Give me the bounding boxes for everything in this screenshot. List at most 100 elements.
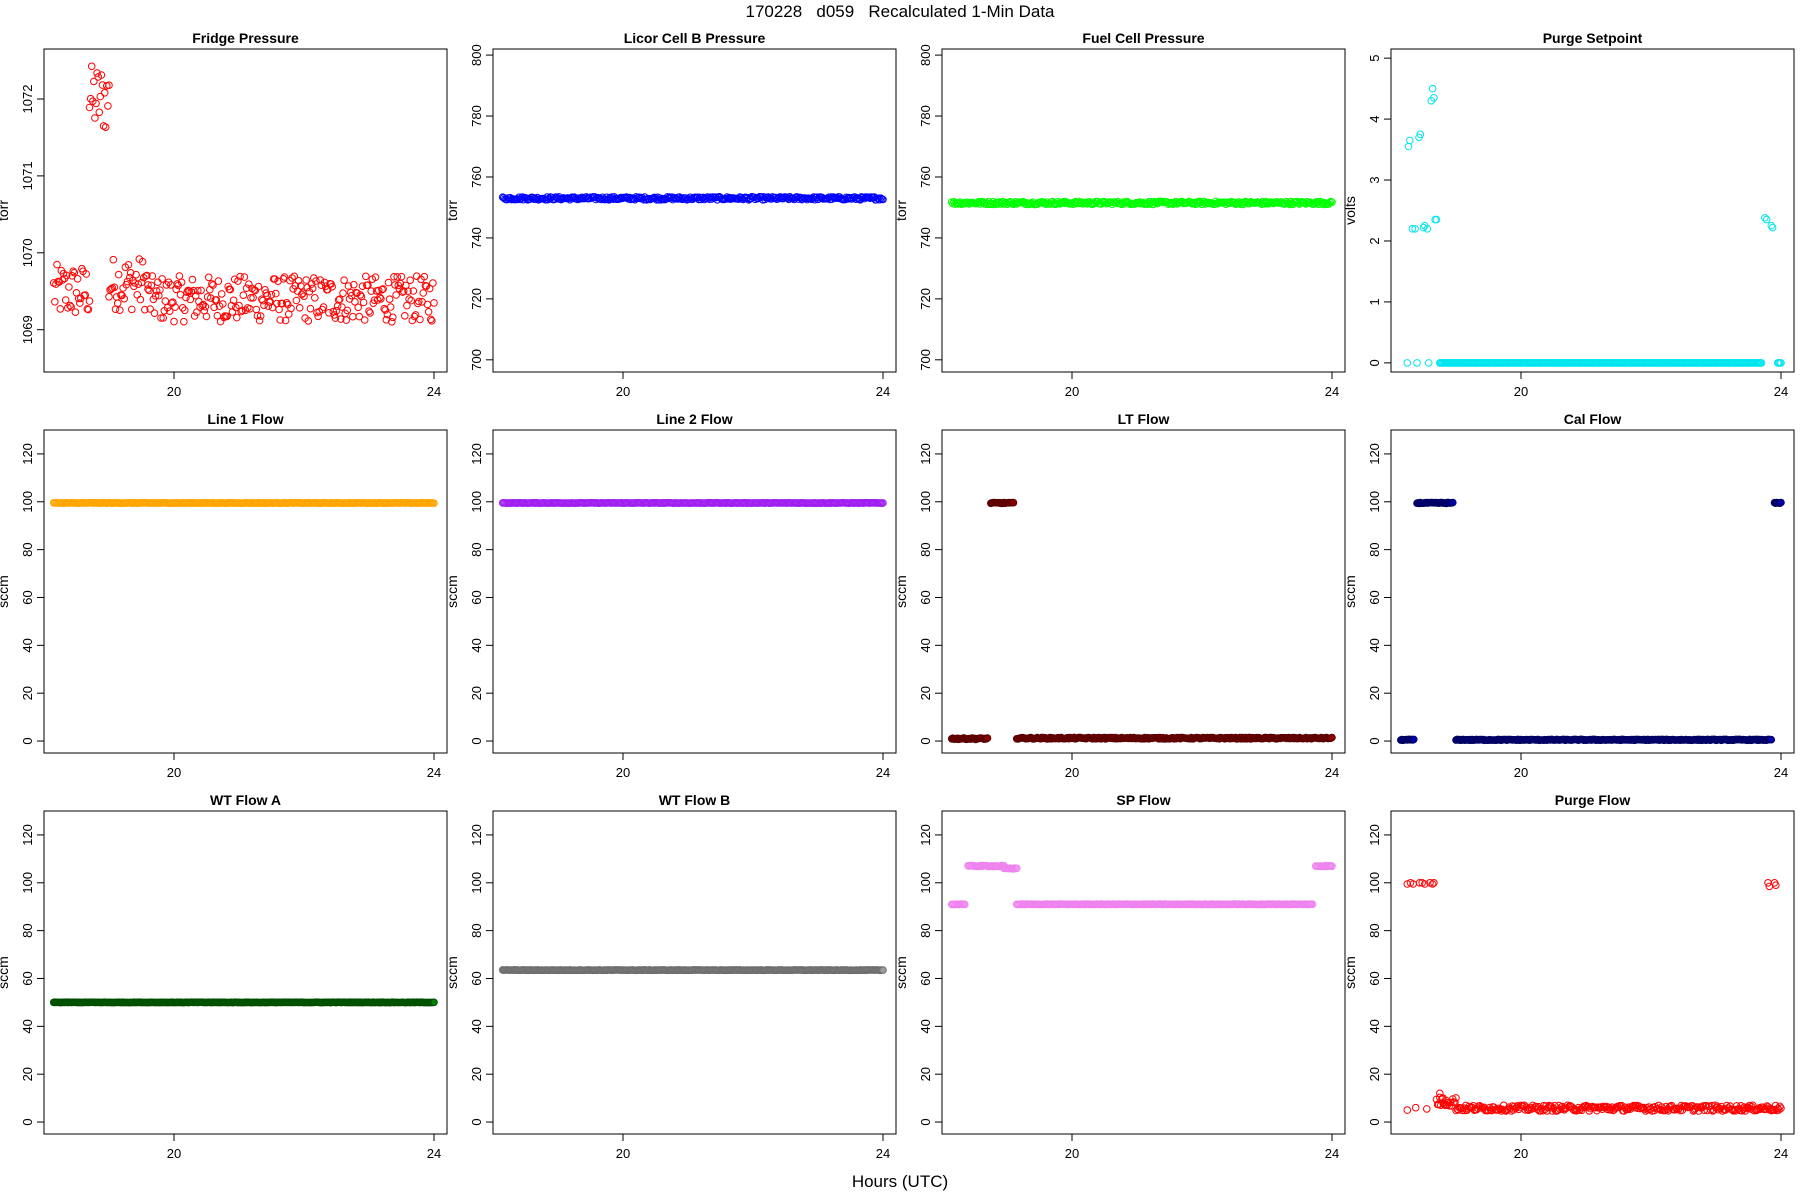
- data-point: [177, 278, 186, 287]
- data-point: [286, 276, 294, 285]
- data-point: [123, 277, 132, 286]
- data-point: [219, 300, 227, 308]
- y-tick-label: 100: [918, 491, 933, 513]
- panel-cal-flow: Cal Flow sccm 0 20 40 60 80 100 120 20 24: [1342, 411, 1795, 780]
- y-axis-label: volts: [1342, 196, 1358, 225]
- y-tick-label: 40: [20, 1019, 35, 1033]
- data-point: [156, 286, 164, 294]
- x-tick-label: 20: [616, 765, 630, 780]
- data-point: [1761, 214, 1769, 222]
- y-tick-label: 760: [469, 166, 484, 188]
- y-tick-label: 80: [1367, 542, 1382, 556]
- panel-title: Cal Flow: [1564, 411, 1622, 427]
- data-point: [376, 293, 384, 302]
- y-tick-label: 780: [918, 105, 933, 127]
- data-point: [161, 297, 170, 305]
- data-point: [1419, 223, 1428, 232]
- data-point: [165, 307, 174, 316]
- data-point: [158, 275, 166, 283]
- page-title: 170228 d059 Recalculated 1-Min Data: [745, 2, 1055, 21]
- data-point: [1767, 735, 1776, 744]
- data-point: [124, 261, 133, 269]
- plot-frame: [1390, 48, 1795, 373]
- data-point: [393, 273, 402, 281]
- plot-frame: [941, 810, 1346, 1135]
- data-point: [366, 309, 374, 317]
- data-point: [379, 285, 387, 293]
- data-point: [254, 282, 263, 291]
- y-tick-label: 0: [20, 737, 35, 744]
- data-point: [147, 281, 156, 290]
- y-tick-label: 20: [20, 686, 35, 700]
- data-point: [312, 277, 320, 285]
- data-point: [253, 311, 262, 320]
- y-tick-label: 60: [918, 971, 933, 985]
- data-point: [389, 313, 397, 322]
- data-point: [180, 317, 188, 326]
- data-point: [354, 303, 363, 312]
- data-point: [82, 270, 90, 278]
- data-point: [408, 316, 417, 325]
- plot-frame: [1390, 810, 1795, 1135]
- panel-purge-flow: Purge Flow sccm 0 20 40 60 80 100 120 20 24: [1342, 792, 1795, 1161]
- data-point: [406, 276, 415, 285]
- data-point: [428, 317, 436, 325]
- x-tick-label: 20: [1065, 765, 1079, 780]
- data-point: [70, 268, 79, 277]
- data-point: [128, 305, 136, 314]
- data-point: [116, 306, 124, 315]
- y-tick-label: 1072: [20, 85, 35, 114]
- panel-fuel-cell-pressure: Fuel Cell Pressure torr 700 720 740 760 780 800…: [893, 30, 1346, 399]
- x-tick-label: 20: [1514, 765, 1528, 780]
- data-point: [144, 281, 152, 289]
- y-tick-label: 120: [469, 824, 484, 846]
- data-point: [407, 296, 416, 305]
- data-point: [61, 296, 70, 304]
- y-tick-label: 60: [20, 971, 35, 985]
- data-point: [338, 303, 346, 311]
- data-point: [398, 288, 407, 296]
- data-point: [97, 71, 106, 79]
- data-point: [1449, 498, 1457, 507]
- data-point: [169, 298, 177, 307]
- data-point: [308, 284, 317, 293]
- data-point: [90, 77, 98, 86]
- data-point: [302, 276, 311, 284]
- data-point: [356, 291, 365, 299]
- data-point: [344, 282, 353, 290]
- y-tick-label: 40: [469, 1019, 484, 1033]
- panel-title: WT Flow B: [659, 792, 731, 808]
- y-tick-label: 100: [1367, 491, 1382, 513]
- data-point: [427, 315, 435, 324]
- y-tick-label: 80: [918, 923, 933, 937]
- y-tick-label: 0: [1367, 1118, 1382, 1125]
- data-point: [330, 311, 339, 319]
- data-point: [76, 299, 84, 307]
- data-point: [246, 305, 254, 313]
- data-point: [365, 307, 373, 316]
- data-point: [874, 194, 883, 203]
- y-axis-label: sccm: [893, 575, 909, 608]
- data-point: [226, 285, 235, 294]
- data-point: [152, 287, 161, 295]
- data-point: [419, 289, 428, 297]
- y-tick-label: 100: [1367, 872, 1382, 894]
- x-tick-label: 24: [427, 384, 441, 399]
- plot-frame: [43, 810, 448, 1135]
- y-tick-label: 20: [469, 686, 484, 700]
- data-point: [53, 260, 61, 269]
- data-point: [105, 293, 113, 301]
- data-point: [104, 102, 112, 110]
- data-point: [1768, 223, 1777, 232]
- panel-title: Licor Cell B Pressure: [624, 30, 766, 46]
- data-point: [73, 275, 82, 283]
- data-point: [87, 62, 96, 71]
- data-point: [425, 284, 434, 293]
- data-point: [155, 291, 163, 300]
- y-axis-label: sccm: [444, 956, 460, 989]
- data-point: [86, 94, 95, 103]
- data-point: [351, 298, 359, 306]
- data-point: [288, 274, 296, 282]
- data-point: [879, 966, 887, 974]
- panel-licor-cell-b-pressure: Licor Cell B Pressure torr 700 720 740 760 780…: [444, 30, 897, 399]
